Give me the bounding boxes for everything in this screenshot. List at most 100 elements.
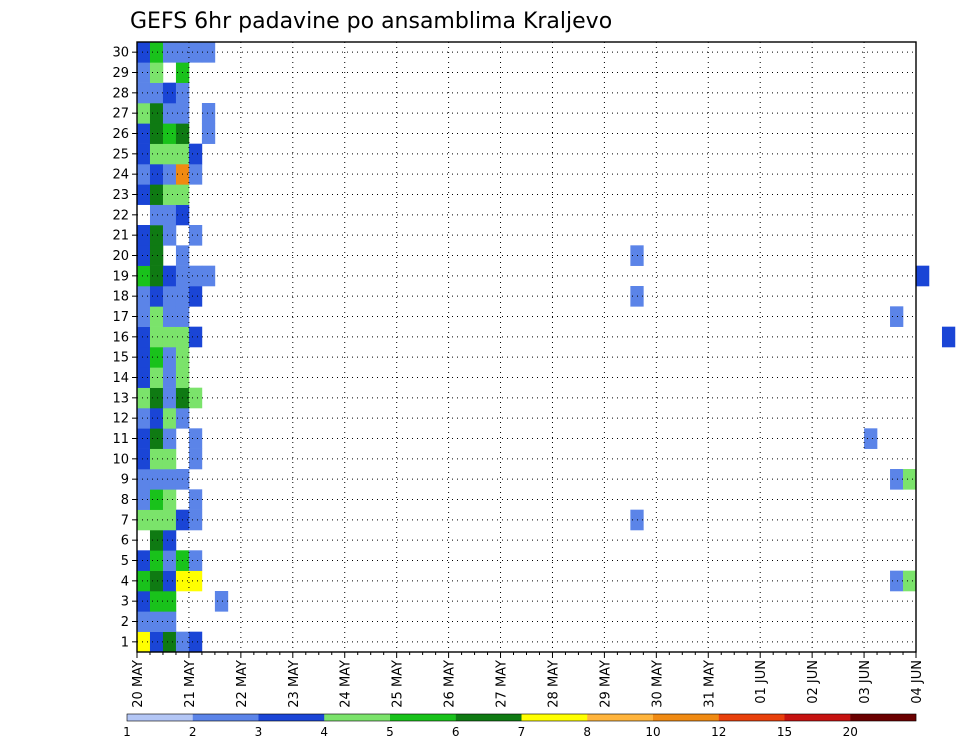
heatmap-cell [162,428,177,449]
colorbar-swatch [653,714,719,721]
colorbar-swatch [455,714,522,721]
y-tick-label: 17 [112,310,129,325]
heatmap-cell [137,347,151,368]
heatmap-cell [162,143,177,165]
x-tick-label: 28 MAY [546,660,561,708]
heatmap-cell [188,489,203,510]
colorbar-border [126,713,917,722]
y-tick-label: 19 [112,269,129,284]
heatmap-cell [137,448,151,470]
colorbar-legend: 1 2 3 4 5 6 7 8 10 12 15 20 [123,713,917,739]
heatmap-cell [188,570,203,592]
heatmap-cell [188,42,203,63]
heatmap-cell [149,428,164,449]
heatmap-cell [162,570,177,592]
colorbar-label: 10 [645,725,660,739]
heatmap-cell [162,204,177,226]
y-tick-label: 28 [112,86,129,101]
heatmap-cell [162,164,177,185]
heatmap-cell [188,164,203,185]
heatmap-cell [903,570,917,592]
y-tick-label: 26 [112,127,129,142]
y-tick-label: 13 [112,391,129,406]
y-tick-label: 3 [121,595,129,610]
colorbar-label: 8 [583,725,591,739]
heatmap-cell [137,184,151,205]
x-tick-label: 29 MAY [598,660,613,708]
y-tick-label: 7 [121,513,129,528]
x-tick-label: 24 MAY [339,660,354,708]
heatmap-cell [149,631,164,653]
colorbar-swatch [127,714,193,721]
x-axis-ticks: 20 MAY 21 MAY 22 MAY 23 MAY 24 MAY 25 MAY 26 M… [131,652,925,708]
y-tick-label: 15 [112,351,129,366]
heatmap-cell [137,570,151,592]
colorbar-swatch [587,714,654,721]
heatmap-cell [162,489,177,510]
colorbar-label: 2 [189,725,197,739]
heatmap-cell [162,408,177,429]
x-tick-label: 23 MAY [287,660,302,708]
colorbar-label: 20 [843,725,858,739]
colorbar-swatch [192,714,259,721]
heatmap-cell [864,428,878,449]
heatmap-cell [162,103,177,124]
heatmap-cell [137,631,151,653]
heatmap-cell [137,306,151,327]
x-tick-label: 30 MAY [650,660,665,708]
y-tick-label: 2 [121,615,129,630]
y-tick-label: 8 [121,493,129,508]
heatmap-cell [149,62,164,83]
heatmap-cell [137,265,151,287]
heatmap-cell [137,286,151,307]
x-tick-label: 22 MAY [235,660,250,708]
heatmap-cell [188,265,203,287]
heatmap-cell [916,265,930,287]
y-tick-label: 14 [112,371,129,386]
y-tick-label: 20 [112,249,129,264]
heatmap-cell [137,428,151,449]
heatmap-cell [149,326,164,348]
x-tick-label: 01 JUN [754,660,769,704]
heatmap-cell [149,123,164,144]
colorbar-label: 7 [518,725,526,739]
heatmap-cell [149,286,164,307]
heatmap-cell [149,591,164,612]
colorbar-label: 5 [386,725,394,739]
colorbar-label: 4 [320,725,328,739]
heatmap-cell [162,265,177,287]
heatmap-cell [149,245,164,266]
y-tick-label: 24 [112,168,129,183]
y-tick-label: 12 [112,412,129,427]
heatmap-cell [162,184,177,205]
colorbar-label: 15 [777,725,792,739]
heatmap-cell [162,82,177,104]
colorbar-swatch [521,714,588,721]
heatmap-cell [137,387,151,409]
chart-title: GEFS 6hr padavine po ansamblima Kraljevo [130,9,612,34]
x-tick-label: 03 JUN [858,660,873,704]
heatmap-cell [162,286,177,307]
y-tick-label: 27 [112,107,129,122]
heatmap-cell [137,550,151,571]
heatmap-cell [137,164,151,185]
x-tick-label: 02 JUN [806,660,821,704]
heatmap-cell [162,550,177,571]
plot-border [136,41,917,653]
heatmap-cell [162,509,177,531]
heatmap-cell [188,143,203,165]
x-tick-label: 20 MAY [131,660,146,708]
colorbar-label: 12 [711,725,726,739]
heatmap-cell [188,509,203,531]
y-tick-label: 29 [112,66,129,81]
y-tick-label: 5 [121,554,129,569]
colorbar-swatch [390,714,456,721]
heatmap-cell [188,448,203,470]
colorbar-label: 6 [452,725,460,739]
heatmap-cells [137,42,956,653]
heatmap-cell [137,82,151,104]
heatmap-cell [214,591,229,612]
heatmap-cell [149,265,164,287]
heatmap-cell [890,469,904,490]
heatmap-cell [188,428,203,449]
